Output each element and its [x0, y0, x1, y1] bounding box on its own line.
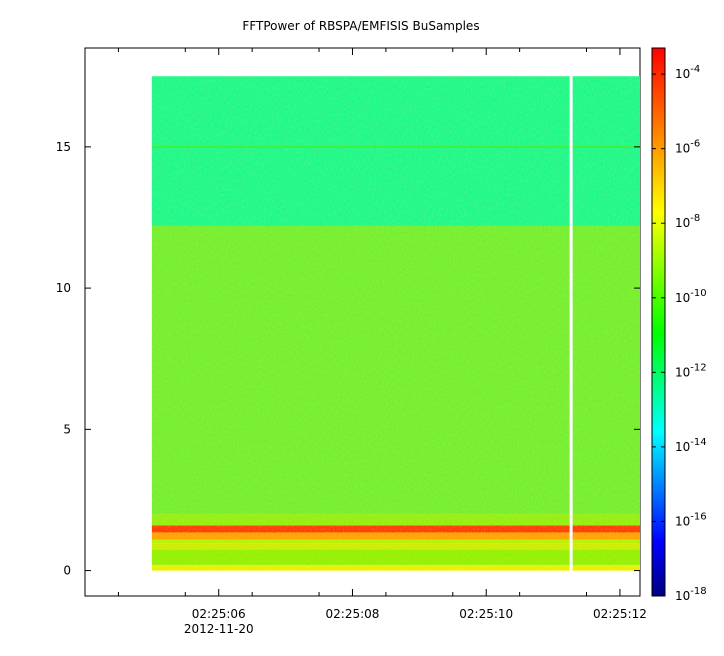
colorbar-tick-label--14: 10-14 [675, 437, 707, 454]
colorbar-tick-label--12: 10-12 [675, 362, 707, 379]
colorbar-tick-label--8: 10-8 [675, 213, 700, 230]
x-date-label: 2012-11-20 [184, 622, 254, 636]
colorbar-tick-label--6: 10-6 [675, 139, 700, 156]
x-tick-label-6: 02:25:06 [192, 607, 246, 621]
y-tick-label-0: 0 [63, 564, 71, 578]
x-tick-label-10: 02:25:10 [459, 607, 513, 621]
axes-layer: 0 5 10 15 02:25:06 02:25:08 02:25:10 02:25:12 20… [56, 48, 647, 636]
colorbar-tick-label--18: 10-18 [675, 586, 707, 603]
x-tick-label-12: 02:25:12 [593, 607, 647, 621]
x-tick-label-8: 02:25:08 [326, 607, 380, 621]
y-tick-label-5: 5 [63, 422, 71, 436]
colorbar [651, 47, 666, 597]
colorbar-ticks: 10-18 10-16 10-14 10-12 10-10 10-8 10-6 10-4 [652, 64, 707, 603]
colorbar-tick-label--4: 10-4 [675, 64, 700, 81]
data-gap [569, 76, 573, 571]
y-tick-label-15: 15 [56, 140, 71, 154]
y-tick-label-10: 10 [56, 281, 71, 295]
colorbar-tick-label--10: 10-10 [675, 288, 707, 305]
spectrogram-noise [151, 76, 640, 571]
chart-title: FFTPower of RBSPA/EMFISIS BuSamples [242, 19, 479, 33]
colorbar-tick-label--16: 10-16 [675, 511, 707, 528]
plot-layer [151, 76, 640, 571]
